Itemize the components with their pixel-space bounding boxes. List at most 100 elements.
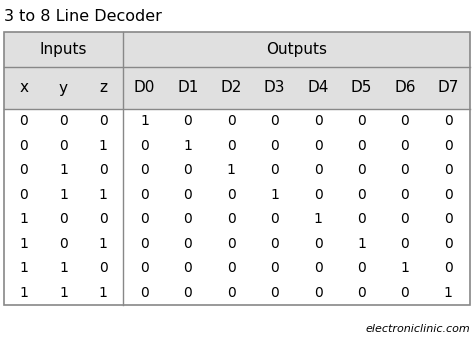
Text: 0: 0 — [183, 212, 192, 226]
Text: 0: 0 — [314, 237, 322, 251]
Text: D4: D4 — [308, 80, 329, 96]
Text: 0: 0 — [444, 114, 453, 128]
Text: 1: 1 — [19, 212, 28, 226]
Text: 0: 0 — [59, 237, 68, 251]
Text: 0: 0 — [227, 237, 236, 251]
Text: 1: 1 — [99, 286, 108, 300]
Text: 0: 0 — [140, 286, 149, 300]
Text: 0: 0 — [314, 188, 322, 202]
Text: 1: 1 — [314, 212, 322, 226]
Text: Outputs: Outputs — [266, 42, 327, 57]
Text: 0: 0 — [314, 286, 322, 300]
Text: 0: 0 — [227, 212, 236, 226]
Text: 0: 0 — [227, 261, 236, 275]
Text: 0: 0 — [19, 139, 28, 153]
Text: D2: D2 — [220, 80, 242, 96]
Text: 0: 0 — [401, 139, 409, 153]
Text: D7: D7 — [438, 80, 459, 96]
Text: D3: D3 — [264, 80, 285, 96]
Text: 3 to 8 Line Decoder: 3 to 8 Line Decoder — [4, 9, 162, 24]
Text: 0: 0 — [314, 163, 322, 177]
Text: 0: 0 — [140, 212, 149, 226]
Text: 0: 0 — [357, 163, 366, 177]
Text: 0: 0 — [357, 261, 366, 275]
Text: x: x — [19, 80, 28, 96]
Text: 0: 0 — [401, 188, 409, 202]
Text: 0: 0 — [270, 163, 279, 177]
Text: D5: D5 — [351, 80, 372, 96]
Text: 0: 0 — [444, 237, 453, 251]
Text: 0: 0 — [140, 163, 149, 177]
Text: 0: 0 — [140, 139, 149, 153]
Text: 0: 0 — [401, 286, 409, 300]
Text: 1: 1 — [59, 286, 68, 300]
Text: 0: 0 — [19, 114, 28, 128]
Text: 0: 0 — [183, 114, 192, 128]
Text: 1: 1 — [227, 163, 236, 177]
Text: 1: 1 — [19, 286, 28, 300]
Text: 0: 0 — [227, 114, 236, 128]
Text: 1: 1 — [140, 114, 149, 128]
Text: 0: 0 — [444, 188, 453, 202]
Text: 0: 0 — [357, 286, 366, 300]
Text: 1: 1 — [357, 237, 366, 251]
Text: 0: 0 — [270, 139, 279, 153]
Text: 0: 0 — [99, 163, 108, 177]
Text: Inputs: Inputs — [40, 42, 87, 57]
Text: 0: 0 — [183, 237, 192, 251]
Text: 0: 0 — [270, 212, 279, 226]
Text: 0: 0 — [401, 212, 409, 226]
Text: y: y — [59, 80, 68, 96]
Text: 0: 0 — [183, 261, 192, 275]
Text: 0: 0 — [444, 261, 453, 275]
Text: 0: 0 — [401, 237, 409, 251]
Text: 0: 0 — [183, 188, 192, 202]
Text: 0: 0 — [444, 139, 453, 153]
Text: 0: 0 — [401, 163, 409, 177]
Text: 0: 0 — [183, 163, 192, 177]
Bar — [4, 67, 470, 109]
Text: 0: 0 — [99, 212, 108, 226]
Bar — [4, 32, 470, 305]
Text: 0: 0 — [357, 212, 366, 226]
Text: z: z — [99, 80, 107, 96]
Text: 0: 0 — [314, 261, 322, 275]
Text: 0: 0 — [444, 163, 453, 177]
Text: 1: 1 — [270, 188, 279, 202]
Text: D0: D0 — [134, 80, 155, 96]
Text: 1: 1 — [444, 286, 453, 300]
Text: 0: 0 — [99, 261, 108, 275]
Text: 0: 0 — [270, 237, 279, 251]
Text: 0: 0 — [270, 114, 279, 128]
Text: 0: 0 — [227, 139, 236, 153]
Text: D6: D6 — [394, 80, 416, 96]
Text: D1: D1 — [177, 80, 199, 96]
Text: 0: 0 — [183, 286, 192, 300]
Text: 1: 1 — [183, 139, 192, 153]
Text: 0: 0 — [314, 114, 322, 128]
Text: 0: 0 — [140, 237, 149, 251]
Text: 0: 0 — [227, 286, 236, 300]
Text: electroniclinic.com: electroniclinic.com — [365, 324, 470, 334]
Text: 0: 0 — [444, 212, 453, 226]
Text: 0: 0 — [59, 114, 68, 128]
Text: 0: 0 — [270, 286, 279, 300]
Text: 0: 0 — [401, 114, 409, 128]
Text: 1: 1 — [59, 261, 68, 275]
Text: 0: 0 — [314, 139, 322, 153]
Text: 0: 0 — [227, 188, 236, 202]
Text: 0: 0 — [19, 188, 28, 202]
Text: 1: 1 — [59, 188, 68, 202]
Text: 1: 1 — [99, 139, 108, 153]
Text: 0: 0 — [357, 114, 366, 128]
Bar — [4, 32, 470, 67]
Text: 0: 0 — [140, 261, 149, 275]
Text: 1: 1 — [99, 237, 108, 251]
Text: 1: 1 — [99, 188, 108, 202]
Text: 1: 1 — [19, 261, 28, 275]
Text: 1: 1 — [59, 163, 68, 177]
Text: 0: 0 — [19, 163, 28, 177]
Text: 0: 0 — [140, 188, 149, 202]
Text: 1: 1 — [19, 237, 28, 251]
Text: 0: 0 — [59, 212, 68, 226]
